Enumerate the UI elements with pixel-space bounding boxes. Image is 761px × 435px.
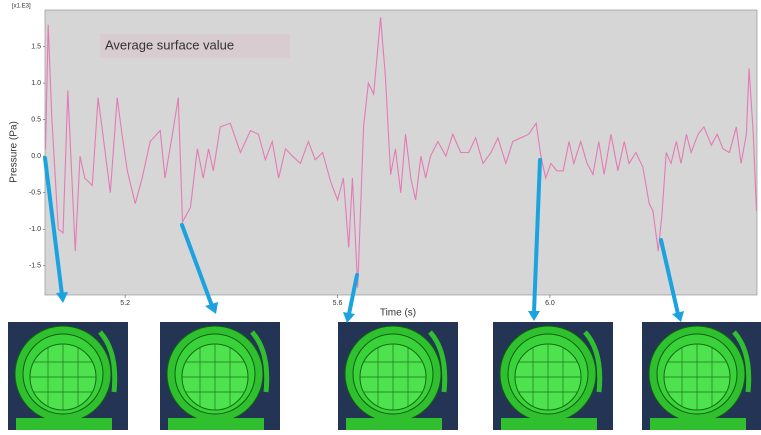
page: Average surface value [x1.E3] Pressure (…	[0, 0, 761, 435]
tire-image	[642, 322, 761, 430]
y-tick-label: 1.0	[31, 80, 41, 87]
y-axis-label: Pressure (Pa)	[9, 121, 20, 183]
arrow-heads	[56, 292, 684, 323]
y-tick-label: 0.0	[31, 153, 41, 160]
y-tick-label: -1.5	[29, 263, 41, 270]
scale-label: [x1.E3]	[12, 4, 31, 10]
x-axis-label: Time (s)	[380, 308, 416, 319]
y-tick-label: 0.5	[31, 116, 41, 123]
tire-image	[8, 322, 128, 430]
x-tick-label: 6.0	[545, 300, 555, 307]
y-tick-label: -1.0	[29, 226, 41, 233]
annotation: Average surface value	[105, 37, 234, 52]
tire-image	[493, 322, 613, 430]
tire-image	[160, 322, 280, 430]
tire-image	[338, 322, 458, 430]
y-tick-label: -0.5	[29, 190, 41, 197]
figure: Average surface value [x1.E3] Pressure (…	[0, 0, 761, 430]
y-tick-label: 1.5	[31, 43, 41, 50]
x-tick-label: 5.2	[120, 300, 130, 307]
x-tick-label: 5.6	[333, 300, 343, 307]
